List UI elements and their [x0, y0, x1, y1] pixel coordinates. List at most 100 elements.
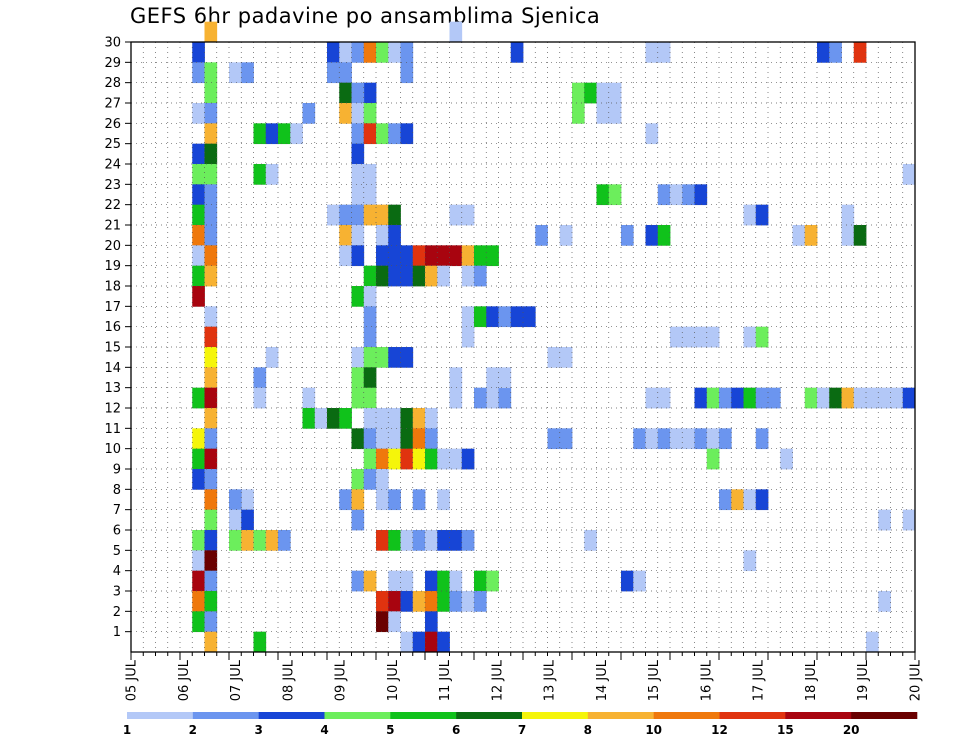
heatmap-cell [265, 530, 279, 551]
heatmap-cell [425, 530, 438, 551]
x-tick-label: 11 JUL [438, 659, 453, 701]
y-tick-label: 26 [104, 117, 121, 132]
heatmap-cell [327, 62, 340, 84]
heatmap-cell [780, 448, 793, 470]
heatmap-cell [682, 326, 695, 348]
heatmap-cell [363, 387, 377, 409]
heatmap-cell [376, 611, 389, 633]
y-tick-label: 15 [104, 341, 121, 356]
heatmap-cell [265, 347, 279, 368]
y-tick-label: 13 [104, 381, 121, 396]
heatmap-cell [731, 489, 744, 511]
heatmap-cell [376, 591, 389, 612]
heatmap-cell [204, 631, 218, 653]
heatmap-cell [437, 530, 450, 551]
heatmap-cell [584, 530, 597, 551]
heatmap-cell [657, 387, 671, 409]
heatmap-cell [351, 347, 365, 368]
heatmap-cell [853, 225, 867, 246]
heatmap-cell [388, 225, 401, 246]
colorbar: 1 2 3 4 5 6 7 8 10 12 15 20 [123, 712, 918, 737]
heatmap-cell [376, 469, 389, 490]
colorbar-swatch [785, 712, 852, 719]
heatmap-cell [682, 184, 695, 206]
heatmap-cell [363, 123, 377, 145]
y-tick-label: 25 [104, 137, 121, 152]
heatmap-cell [412, 448, 426, 470]
heatmap-cell [437, 245, 450, 267]
heatmap-cell [461, 530, 475, 551]
y-tick-label: 22 [104, 198, 121, 213]
heatmap-cell [412, 428, 426, 450]
heatmap-cell [841, 387, 855, 409]
heatmap-cell [204, 367, 218, 389]
colorbar-swatch [719, 712, 786, 719]
heatmap-cell [204, 570, 218, 592]
heatmap-cell [351, 82, 365, 104]
heatmap-cell [523, 306, 536, 328]
heatmap-cell [192, 42, 205, 63]
y-tick-label: 30 [104, 36, 121, 51]
heatmap-cell [400, 530, 414, 551]
heatmap-cell [866, 631, 879, 653]
heatmap-cell [621, 570, 634, 592]
heatmap-cell [608, 103, 622, 124]
y-tick-label: 18 [104, 280, 121, 295]
heatmap-cell [804, 387, 818, 409]
heatmap-cell [621, 225, 634, 246]
heatmap-cell [743, 550, 757, 572]
heatmap-cell [388, 530, 401, 551]
y-tick-label: 16 [104, 320, 121, 335]
y-tick-label: 21 [104, 219, 121, 234]
heatmap-cell [204, 245, 218, 267]
heatmap-cell [192, 428, 205, 450]
heatmap-cell [510, 306, 524, 328]
heatmap-cell [339, 225, 352, 246]
heatmap-cell [327, 204, 340, 226]
heatmap-cell [400, 265, 414, 287]
heatmap-cell [192, 611, 205, 633]
heatmap-cell [902, 509, 916, 531]
heatmap-cell [474, 570, 487, 592]
heatmap-cell [363, 448, 377, 470]
heatmap-cell [351, 286, 365, 307]
heatmap-cell [351, 123, 365, 145]
heatmap-cell [204, 306, 218, 328]
heatmap-cell [351, 509, 365, 531]
heatmap-cell [657, 225, 671, 246]
y-tick-label: 20 [104, 239, 121, 254]
heatmap-cell [768, 387, 781, 409]
heatmap-cell [376, 428, 389, 450]
heatmap-cell [400, 245, 414, 267]
heatmap-cell [363, 570, 377, 592]
heatmap-cell [204, 448, 218, 470]
heatmap-cell [204, 62, 218, 84]
heatmap-cell [376, 245, 389, 267]
heatmap-cell [694, 387, 708, 409]
heatmap-cell [388, 489, 401, 511]
heatmap-cell [204, 326, 218, 348]
heatmap-cell [327, 42, 340, 63]
heatmap-cell [351, 428, 365, 450]
heatmap-cell [204, 428, 218, 450]
heatmap-cell [755, 489, 769, 511]
colorbar-label: 7 [518, 723, 526, 737]
y-tick-label: 5 [113, 544, 121, 559]
heatmap-cell [437, 570, 450, 592]
heatmap-cell [535, 225, 548, 246]
heatmap-cell [351, 469, 365, 490]
heatmap-cell [204, 408, 218, 429]
heatmap-cell [192, 591, 205, 612]
heatmap-cell [853, 387, 867, 409]
heatmap-cell [339, 103, 352, 124]
x-tick-label: 06 JUL [177, 659, 192, 701]
heatmap-cell [547, 428, 561, 450]
heatmap-cell [241, 62, 254, 84]
heatmap-cell [853, 42, 867, 63]
heatmap-cell [474, 591, 487, 612]
heatmap-cell [376, 408, 389, 429]
heatmap-cell [192, 103, 205, 124]
heatmap-cell [817, 42, 830, 63]
heatmap-cell [474, 265, 487, 287]
heatmap-cell [449, 367, 463, 389]
